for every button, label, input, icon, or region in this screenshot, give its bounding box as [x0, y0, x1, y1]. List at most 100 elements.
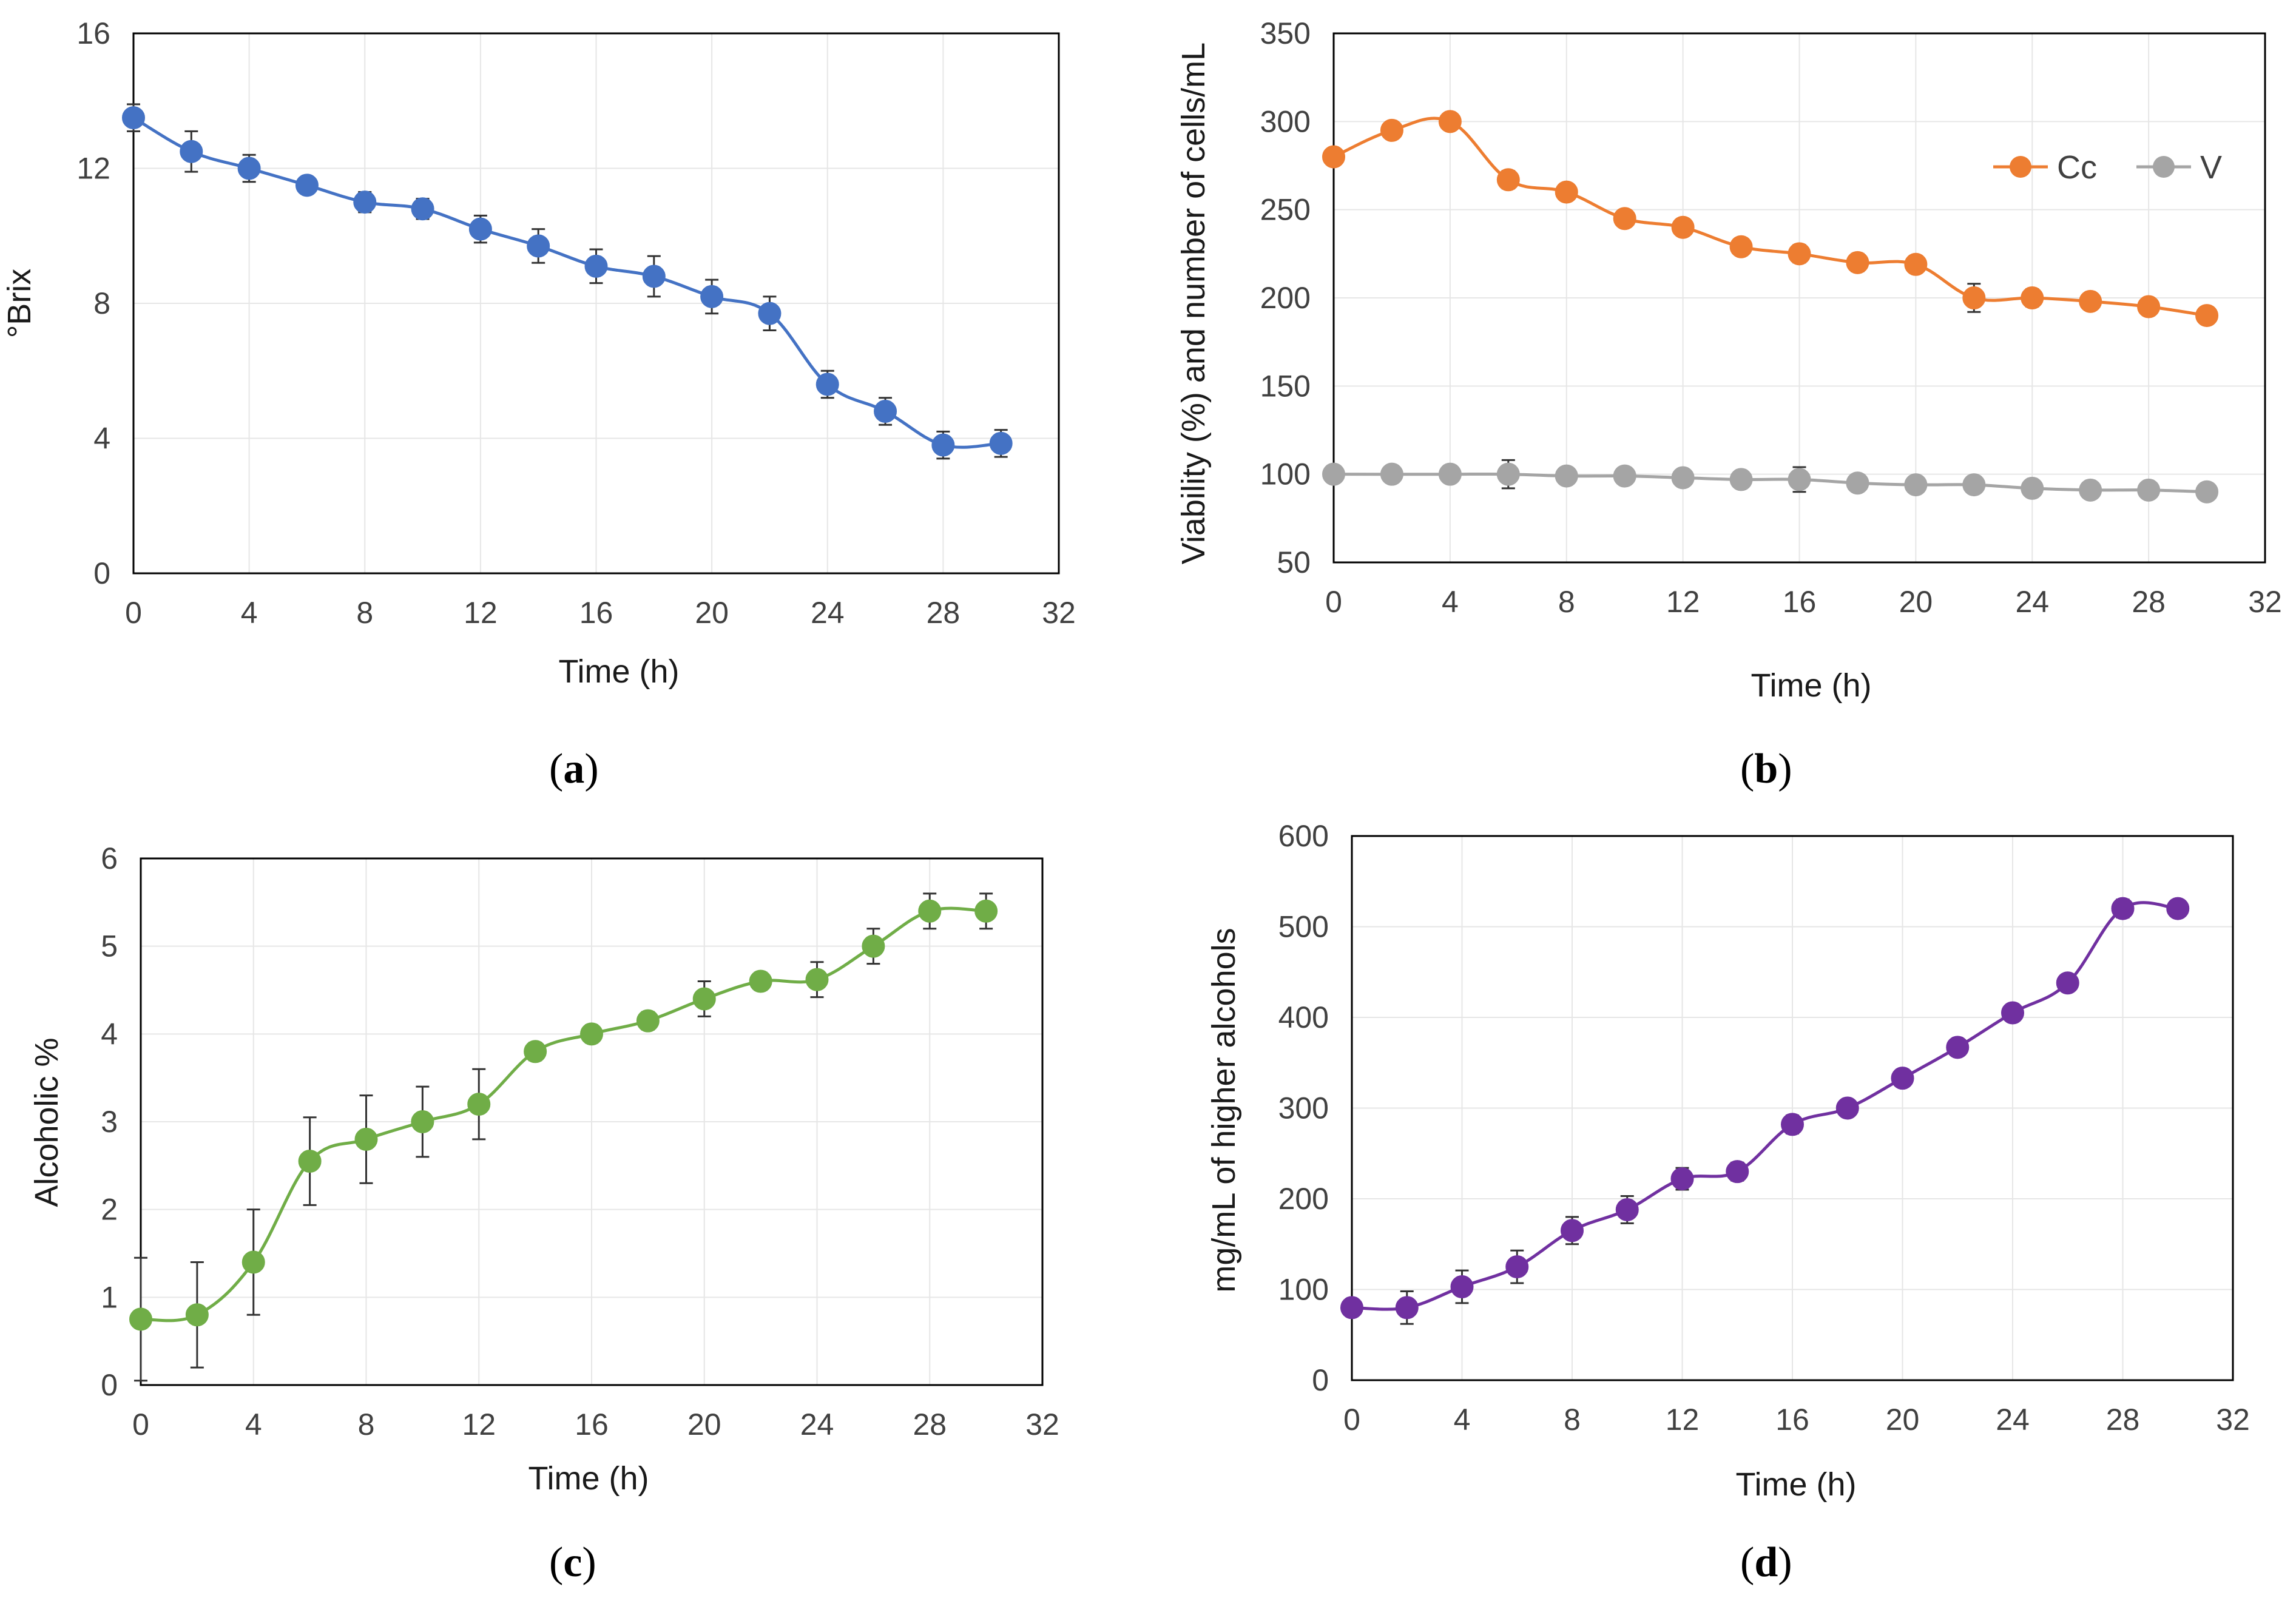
y-tick-label: 8 — [93, 286, 110, 320]
data-point — [411, 1110, 434, 1133]
data-point — [1322, 462, 1345, 486]
y-tick-label: 3 — [101, 1105, 118, 1139]
y-tick-label: 200 — [1260, 281, 1311, 315]
y-tick-label: 300 — [1278, 1091, 1329, 1125]
x-tick-label: 4 — [1454, 1403, 1471, 1437]
legend-marker — [2153, 156, 2175, 178]
data-point — [1555, 180, 1578, 204]
data-point — [467, 1093, 491, 1116]
caption-paren-open: ( — [549, 746, 563, 792]
data-point — [749, 969, 772, 993]
data-point — [758, 302, 782, 325]
data-point — [122, 106, 145, 130]
data-point — [1322, 145, 1345, 169]
y-axis-title: °Brix — [1, 269, 38, 339]
data-point — [2137, 295, 2161, 319]
x-tick-label: 0 — [125, 596, 142, 630]
data-point — [692, 987, 716, 1011]
x-tick-label: 32 — [2216, 1403, 2250, 1437]
data-point — [636, 1009, 660, 1033]
data-point — [1438, 110, 1462, 133]
data-point — [918, 899, 942, 923]
x-tick-label: 16 — [1775, 1403, 1809, 1437]
x-tick-label: 0 — [132, 1407, 149, 1441]
data-point — [2137, 478, 2161, 502]
data-point — [1788, 468, 1811, 491]
data-point — [1438, 462, 1462, 486]
data-point — [237, 157, 261, 180]
data-point — [527, 234, 550, 258]
figure-caption: (a) — [549, 746, 599, 792]
data-point — [700, 285, 724, 308]
legend: Cc V — [1993, 149, 2222, 186]
x-tick-label: 20 — [695, 596, 729, 630]
data-point — [1380, 118, 1403, 142]
caption-paren-close: ) — [1778, 1539, 1792, 1586]
data-point — [642, 265, 666, 288]
data-point — [2001, 1001, 2024, 1025]
data-point — [2195, 304, 2219, 328]
data-point — [2021, 286, 2044, 309]
y-tick-label: 12 — [76, 152, 110, 186]
data-point — [2079, 478, 2102, 502]
data-point — [1671, 215, 1695, 239]
data-point — [295, 174, 319, 197]
data-point — [1615, 1198, 1639, 1221]
y-tick-label: 100 — [1260, 457, 1311, 491]
data-point — [2195, 480, 2219, 504]
x-tick-label: 28 — [927, 596, 961, 630]
x-tick-label: 24 — [811, 596, 845, 630]
y-tick-label: 50 — [1277, 545, 1311, 579]
data-point — [1962, 286, 1986, 309]
y-tick-label: 0 — [93, 556, 110, 590]
chart-a: 0 4 8 12 16 20 24 28 32 0 4 8 12 16 Time (h) °Brix (a) — [1, 16, 1076, 792]
data-point — [180, 140, 203, 163]
data-point — [805, 968, 829, 991]
x-tick-label: 8 — [356, 596, 373, 630]
x-axis-title: Time (h) — [528, 1460, 649, 1497]
y-tick-label: 350 — [1260, 16, 1311, 50]
x-tick-label: 8 — [358, 1407, 375, 1441]
x-tick-label: 8 — [1558, 585, 1575, 619]
x-tick-label: 16 — [1783, 585, 1817, 619]
y-tick-label: 4 — [101, 1017, 118, 1051]
x-tick-label: 24 — [1996, 1403, 2030, 1437]
data-point — [1835, 1096, 1859, 1120]
data-point — [874, 400, 897, 423]
y-tick-label: 1 — [101, 1280, 118, 1314]
data-point — [354, 1127, 378, 1151]
data-point — [1340, 1296, 1363, 1320]
data-point — [241, 1250, 265, 1274]
data-point — [1561, 1219, 1584, 1242]
data-point — [1496, 168, 1520, 192]
x-tick-label: 4 — [245, 1407, 262, 1441]
series-c-0 — [129, 892, 998, 1382]
chart-b: 0 4 8 12 16 20 24 28 32 50 100 150 200 250 300 350 Time … — [1175, 16, 2282, 792]
x-tick-label: 4 — [1442, 585, 1459, 619]
figure-caption: (c) — [549, 1539, 596, 1586]
x-axis-title: Time (h) — [1751, 667, 1872, 704]
data-point — [1555, 464, 1578, 488]
data-point — [580, 1022, 603, 1046]
y-tick-label: 500 — [1278, 910, 1329, 944]
data-point — [2021, 476, 2044, 500]
series-line — [1333, 472, 2207, 494]
y-tick-label: 16 — [76, 16, 110, 50]
y-tick-label: 150 — [1260, 369, 1311, 403]
figure-caption: (b) — [1740, 746, 1792, 792]
data-point — [1891, 1067, 1914, 1090]
x-tick-label: 12 — [1666, 585, 1700, 619]
caption-letter: d — [1754, 1539, 1778, 1586]
data-point — [1846, 251, 1869, 274]
y-tick-label: 4 — [93, 422, 110, 456]
y-axis-title: mg/mL of higher alcohols — [1206, 928, 1242, 1292]
data-point — [1670, 1167, 1694, 1191]
y-tick-label: 250 — [1260, 193, 1311, 227]
data-point — [1496, 462, 1520, 486]
series-a-0 — [122, 103, 1013, 460]
y-tick-label: 2 — [101, 1193, 118, 1227]
data-point — [989, 431, 1013, 455]
x-tick-label: 0 — [1325, 585, 1342, 619]
caption-letter: c — [563, 1539, 582, 1586]
